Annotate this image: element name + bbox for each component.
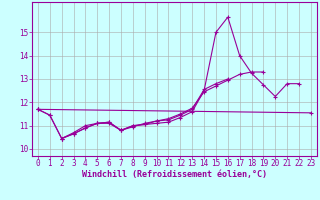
X-axis label: Windchill (Refroidissement éolien,°C): Windchill (Refroidissement éolien,°C) (82, 170, 267, 179)
